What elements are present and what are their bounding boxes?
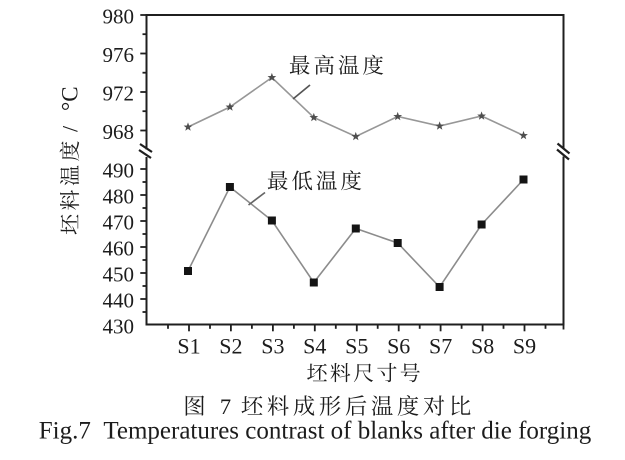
svg-text:460: 460	[103, 237, 135, 261]
svg-text:470: 470	[103, 211, 135, 235]
svg-text:Fig.7 Temperatures contrast o: Fig.7 Temperatures contrast of blanks af…	[39, 418, 592, 445]
svg-text:S8: S8	[471, 334, 494, 359]
svg-text:480: 480	[103, 185, 135, 209]
svg-text:S2: S2	[219, 334, 242, 359]
svg-text:/: /	[58, 125, 83, 132]
svg-text:490: 490	[103, 159, 135, 183]
svg-text:S6: S6	[387, 334, 410, 359]
svg-text:450: 450	[103, 263, 135, 287]
svg-text:S3: S3	[261, 334, 284, 359]
svg-text:S4: S4	[303, 334, 326, 359]
svg-text:972: 972	[103, 82, 135, 106]
svg-text:S5: S5	[345, 334, 368, 359]
svg-text:°C: °C	[58, 86, 83, 111]
svg-text:S1: S1	[177, 334, 200, 359]
svg-text:440: 440	[103, 289, 135, 313]
svg-text:S9: S9	[513, 334, 536, 359]
svg-text:980: 980	[103, 5, 135, 29]
svg-text:7: 7	[220, 394, 231, 419]
svg-text:S7: S7	[429, 334, 452, 359]
svg-text:968: 968	[103, 120, 135, 144]
svg-text:976: 976	[103, 43, 135, 67]
svg-text:430: 430	[103, 315, 135, 339]
